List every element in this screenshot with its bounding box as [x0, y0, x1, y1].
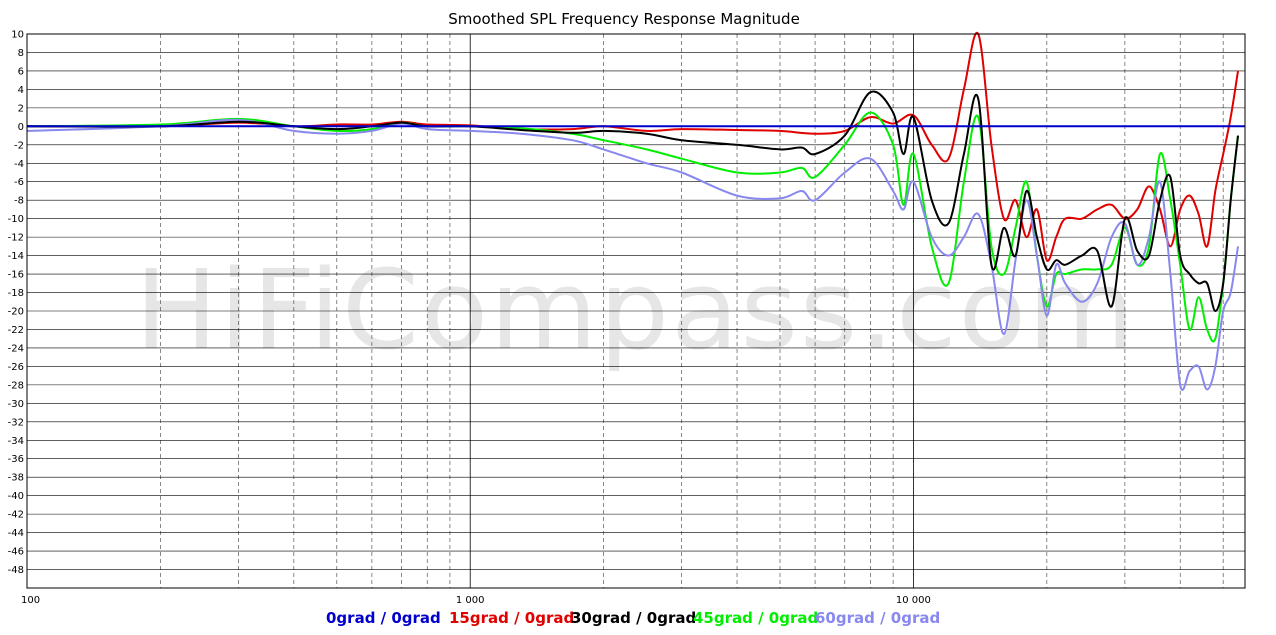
- legend-entry-3: 45grad / 0grad: [693, 609, 818, 627]
- y-tick-label: -20: [8, 307, 24, 318]
- y-tick-label: -4: [14, 159, 24, 170]
- chart-title: Smoothed SPL Frequency Response Magnitud…: [448, 10, 800, 28]
- y-tick-label: -46: [8, 547, 24, 558]
- y-tick-label: -18: [8, 288, 24, 299]
- x-tick-labels: 100 1 000 10 000: [21, 595, 931, 606]
- y-tick-label: 8: [18, 48, 24, 59]
- y-tick-label: -32: [8, 417, 24, 428]
- y-tick-label: -28: [8, 380, 24, 391]
- watermark: HiFiCompass.com: [135, 246, 1137, 374]
- y-tick-label: 6: [18, 66, 24, 77]
- y-tick-label: -26: [8, 362, 24, 373]
- y-tick-label: 10: [11, 30, 24, 41]
- y-tick-label: -16: [8, 270, 24, 281]
- y-tick-label: -2: [14, 140, 24, 151]
- series-group: [26, 31, 1245, 391]
- series-line-4: [26, 118, 1239, 391]
- y-tick-label: 0: [18, 122, 24, 133]
- y-tick-label: -10: [8, 214, 24, 225]
- y-tick-label: -6: [14, 177, 24, 188]
- x-tick-label: 100: [21, 595, 40, 606]
- y-tick-label: -12: [8, 233, 24, 244]
- y-tick-label: -48: [8, 565, 24, 576]
- y-tick-label: -8: [14, 196, 24, 207]
- y-tick-label: 2: [18, 103, 24, 114]
- y-tick-label: -42: [8, 510, 24, 521]
- x-tick-label: 1 000: [456, 595, 485, 606]
- series-line-1: [26, 31, 1239, 262]
- x-tick-label: 10 000: [896, 595, 931, 606]
- y-tick-labels: 10 8 6 4 2 0 -2 -4 -6 -8 -10 -12 -14 -16 -18 -20 -22 -24 -…: [8, 30, 24, 577]
- y-tick-label: -36: [8, 454, 24, 465]
- y-tick-label: -14: [8, 251, 24, 262]
- y-tick-label: -40: [8, 491, 24, 502]
- y-tick-label: -22: [8, 325, 24, 336]
- y-tick-label: -44: [8, 528, 24, 539]
- y-tick-label: -24: [8, 343, 24, 354]
- y-tick-label: 4: [18, 85, 24, 96]
- legend-entry-1: 15grad / 0grad: [449, 609, 574, 627]
- legend-entry-2: 30grad / 0grad: [571, 609, 696, 627]
- y-tick-label: -38: [8, 473, 24, 484]
- plot-frame: [26, 33, 1246, 589]
- y-tick-label: -34: [8, 436, 24, 447]
- y-tick-label: -30: [8, 399, 24, 410]
- legend-entry-4: 60grad / 0grad: [815, 609, 940, 627]
- major-grid: [27, 33, 1245, 588]
- legend-entry-0: 0grad / 0grad: [326, 609, 441, 627]
